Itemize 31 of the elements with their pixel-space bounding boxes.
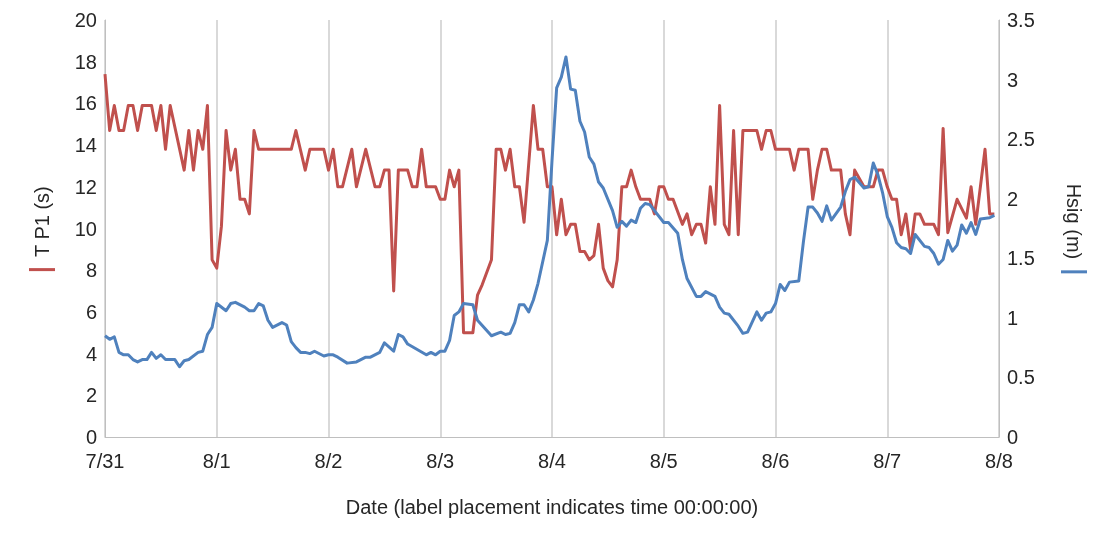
x-tick-label: 8/1 [202,450,231,472]
x-tick-label: 8/3 [426,450,455,472]
y2-tick-label: 1 [1007,306,1019,329]
x-tick-label: 8/4 [538,450,566,472]
y-tick-label: 4 [85,342,97,365]
y-tick-label: 14 [74,134,97,157]
y-tick-label: 16 [74,92,97,115]
x-tick-label: 8/8 [985,450,1013,472]
y-axis-title: T P1 (s) [31,186,53,268]
x-tick-label: 8/2 [314,450,343,472]
y2-tick-label: 3.5 [1007,9,1035,31]
y2-tick-label: 3 [1007,68,1019,91]
y2-tick-label: 0 [1007,426,1019,448]
y2-tick-label: 0.5 [1007,366,1035,389]
x-tick-label: 7/31 [85,450,125,472]
y-tick-label: 2 [85,384,97,407]
y2-tick-label: 2 [1007,187,1019,210]
x-axis-title: Date (label placement indicates time 00:00:00) [345,496,759,518]
y-tick-label: 12 [74,175,97,198]
x-tick-label: 8/5 [649,450,678,472]
y-tick-label: 6 [85,300,97,323]
y-tick-label: 10 [74,217,97,240]
x-tick-label: 8/7 [873,450,902,472]
y2-tick-label: 2.5 [1007,128,1035,151]
y-tick-label: 8 [85,259,97,282]
y-tick-label: 20 [74,9,97,31]
y2-tick-label: 1.5 [1007,247,1035,270]
y-tick-label: 18 [74,50,97,73]
x-tick-label: 8/6 [761,450,790,472]
y2-axis-title: Hsig (m) [1063,183,1085,271]
y-tick-label: 0 [85,426,97,448]
